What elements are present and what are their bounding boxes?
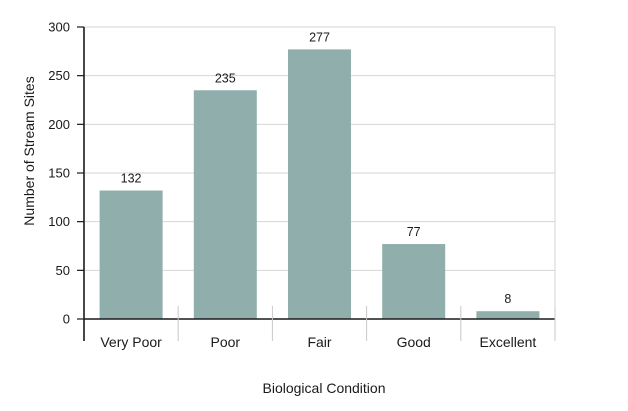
bar-excellent	[476, 311, 540, 319]
x-tick-labels: Very Poor Poor Fair Good Excellent	[100, 334, 536, 350]
data-label: 77	[407, 225, 421, 239]
bar-poor	[193, 90, 257, 320]
y-tick-label-200: 200	[48, 117, 70, 132]
x-tick-label: Fair	[307, 334, 331, 350]
x-axis-title: Biological Condition	[263, 380, 386, 396]
data-label: 8	[504, 292, 511, 306]
y-tick-label-150: 150	[48, 166, 70, 181]
bars	[99, 49, 540, 320]
x-tick-label: Excellent	[479, 334, 536, 350]
y-axis-title: Number of Stream Sites	[21, 76, 37, 225]
x-tick-label: Good	[397, 334, 431, 350]
x-tick-label: Very Poor	[100, 334, 162, 350]
bar-fair	[288, 49, 351, 320]
y-tick-labels: 0 50 100 150 200 250 300	[48, 20, 70, 327]
y-tick-label-250: 250	[48, 68, 70, 83]
data-label: 235	[215, 71, 236, 85]
bar-good	[382, 244, 446, 319]
bar-very-poor	[99, 190, 163, 319]
y-tick-label-0: 0	[63, 312, 70, 327]
axes	[77, 26, 556, 341]
data-label: 132	[121, 172, 142, 186]
data-labels: 132 235 277 77 8	[121, 30, 512, 306]
y-tick-label-50: 50	[56, 263, 70, 278]
y-tick-label-300: 300	[48, 20, 70, 35]
y-tick-label-100: 100	[48, 214, 70, 229]
data-label: 277	[309, 30, 330, 44]
x-tick-label: Poor	[211, 334, 241, 350]
